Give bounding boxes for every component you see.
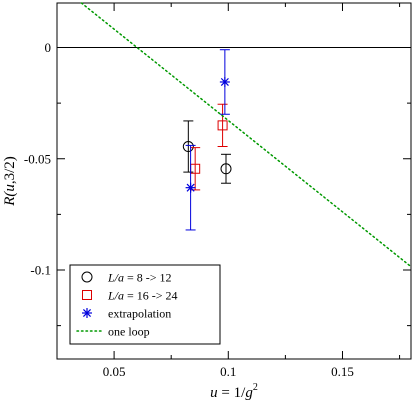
- legend-label-text-3: one loop: [108, 325, 150, 339]
- x-tick-label-0: 0.05: [103, 364, 126, 379]
- x-axis-title-sym: g: [245, 385, 253, 401]
- legend-label-text-0: = 8 -> 12: [124, 271, 172, 285]
- y-axis-title-pre: R(: [2, 191, 18, 207]
- legend-label-2: extrapolation: [108, 307, 171, 321]
- y-tick-label-1: -0.05: [24, 151, 51, 166]
- legend-label-1: L/a = 16 -> 24: [107, 289, 178, 303]
- point-s2-p1: [219, 76, 230, 87]
- axes-layer: 0.05 0.1 0.15 0 -0.05 -0.1: [24, 3, 411, 379]
- point-s0-p0: [182, 141, 194, 153]
- y-axis-title-var: u: [2, 184, 18, 192]
- y-axis-title: R(u,3/2): [2, 156, 18, 207]
- point-s2-p0: [185, 182, 196, 193]
- x-axis-title-sup: 2: [253, 382, 258, 393]
- error-bar-s1-p0: [190, 147, 201, 191]
- legend-label-text-1: = 16 -> 24: [124, 289, 178, 303]
- legend: L/a = 8 -> 12L/a = 16 -> 24extrapolation…: [69, 264, 221, 345]
- y-tick-label-0: 0: [45, 40, 52, 55]
- legend-label-0: L/a = 8 -> 12: [107, 271, 172, 285]
- one-loop-line: [80, 2, 412, 268]
- x-axis-title-var: u: [210, 385, 218, 401]
- legend-swatch-1: [82, 290, 92, 300]
- y-tick-label-2: -0.1: [30, 263, 51, 278]
- x-tick-label-2: 0.15: [331, 364, 354, 379]
- marks-layer: [57, 2, 412, 268]
- point-s1-p1: [217, 120, 228, 131]
- legend-swatch-2: [82, 308, 92, 318]
- x-tick-label-1: 0.1: [220, 364, 236, 379]
- legend-label-3: one loop: [108, 325, 150, 339]
- legend-label-var-1: L/a: [107, 289, 124, 303]
- y-axis-title-post: ,3/2): [2, 156, 18, 184]
- legend-label-text-2: extrapolation: [108, 307, 171, 321]
- error-bar-s0-p0: [183, 120, 194, 173]
- x-axis-title-eq: = 1/: [218, 385, 246, 401]
- legend-swatch-0: [81, 271, 93, 283]
- legend-label-var-0: L/a: [107, 271, 124, 285]
- point-s0-p1: [220, 163, 232, 175]
- error-bar-s1-p1: [217, 103, 228, 148]
- x-axis-title: u = 1/g2: [210, 382, 258, 401]
- error-bar-s0-p1: [221, 153, 232, 184]
